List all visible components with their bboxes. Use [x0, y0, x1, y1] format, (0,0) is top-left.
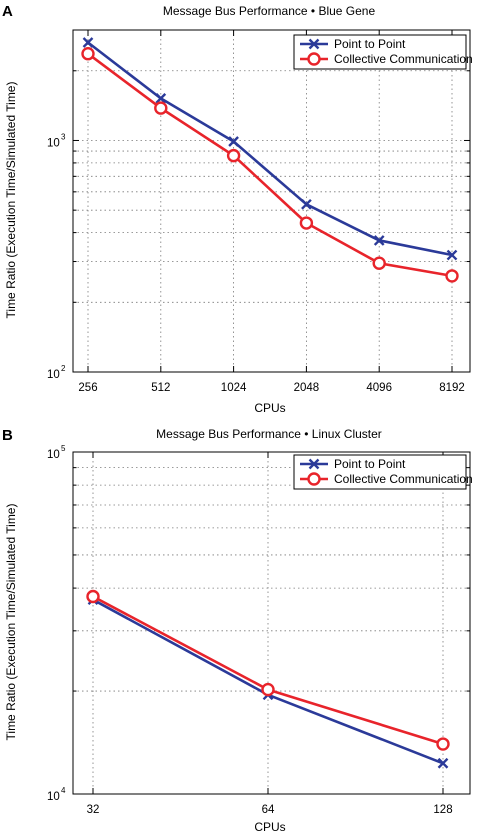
plot-frame-b	[72, 451, 471, 795]
series-a	[81, 37, 459, 283]
x-tick-label: 4096	[366, 382, 392, 394]
x-tick-label: 1024	[221, 382, 247, 394]
x-tick-label: 512	[151, 382, 170, 394]
legend-label: Point to Point	[334, 37, 406, 51]
data-point-collective-communication	[372, 256, 386, 270]
panel-letter-a: A	[2, 3, 13, 20]
data-point-point-to-point	[373, 235, 385, 246]
legend-label: Collective Communication	[334, 52, 473, 66]
chart-panel-a: A Message Bus Performance • Blue Gene 10…	[2, 3, 473, 415]
chart-panel-b: B Message Bus Performance • Linux Cluste…	[2, 427, 473, 834]
ticks-b	[73, 451, 470, 795]
x-tick-label: 128	[433, 804, 452, 816]
y-axis-label-b: Time Ratio (Execution Time/Simulated Tim…	[4, 504, 18, 741]
data-point-point-to-point	[155, 93, 167, 104]
data-point-collective-communication	[445, 269, 459, 283]
data-point-collective-communication	[299, 216, 314, 230]
panel-letter-b: B	[2, 427, 13, 444]
x-tick-label: 2048	[294, 382, 320, 394]
y-tick-label: 10	[47, 791, 60, 803]
data-point-point-to-point	[301, 198, 312, 210]
legend-marker-circle	[307, 52, 321, 66]
legend-entry: Collective Communication	[300, 52, 473, 66]
y-axis-label-a: Time Ratio (Execution Time/Simulated Tim…	[4, 82, 18, 319]
series-line-collective-communication	[87, 52, 453, 278]
chart-title-b: Message Bus Performance • Linux Cluster	[156, 427, 382, 441]
data-point-point-to-point	[228, 136, 239, 147]
x-tick-labels-b: 32 64 128	[87, 804, 453, 816]
plot-frame-a	[72, 29, 471, 373]
series-b	[86, 589, 450, 769]
x-tick-labels-a: 256 512 1024 2048 4096 8192	[78, 382, 464, 394]
data-point-collective-communication	[436, 737, 450, 751]
grid-b	[73, 452, 470, 794]
y-tick-label: 10	[47, 137, 60, 149]
y-tick-label-exponent: 4	[61, 786, 66, 795]
data-point-collective-communication	[81, 47, 95, 61]
y-tick-label: 10	[47, 449, 60, 461]
x-tick-label: 64	[262, 804, 275, 816]
x-tick-label: 8192	[439, 382, 465, 394]
y-tick-label: 10	[47, 369, 60, 381]
chart-title-a: Message Bus Performance • Blue Gene	[163, 4, 376, 18]
data-point-collective-communication	[226, 148, 241, 163]
legend-marker-x	[308, 38, 320, 50]
data-point-collective-communication	[154, 101, 168, 115]
legend-label: Point to Point	[334, 457, 406, 471]
data-point-point-to-point	[82, 37, 94, 48]
legend-box-a	[293, 34, 467, 70]
x-tick-label: 256	[78, 382, 97, 394]
legend-marker-circle	[307, 472, 321, 486]
y-tick-label-exponent: 2	[61, 364, 66, 373]
legend-marker-x	[308, 458, 320, 470]
data-point-collective-communication	[261, 682, 275, 697]
y-tick-label-exponent: 3	[61, 132, 66, 141]
legend-entry: Point to Point	[300, 457, 406, 471]
data-point-point-to-point	[446, 249, 458, 261]
x-axis-label-b: CPUs	[254, 820, 285, 834]
series-line-point-to-point	[87, 41, 453, 257]
x-tick-label: 32	[87, 804, 100, 816]
y-tick-label-exponent: 5	[61, 444, 66, 453]
data-point-point-to-point	[437, 757, 449, 769]
legend-entry: Collective Communication	[300, 472, 473, 486]
legend-entry: Point to Point	[300, 37, 406, 51]
grid-a	[73, 30, 470, 372]
legend-box-b	[293, 454, 467, 490]
x-axis-label-a: CPUs	[254, 401, 285, 415]
data-point-collective-communication	[86, 589, 100, 604]
legend-label: Collective Communication	[334, 472, 473, 486]
ticks-a	[73, 29, 470, 373]
